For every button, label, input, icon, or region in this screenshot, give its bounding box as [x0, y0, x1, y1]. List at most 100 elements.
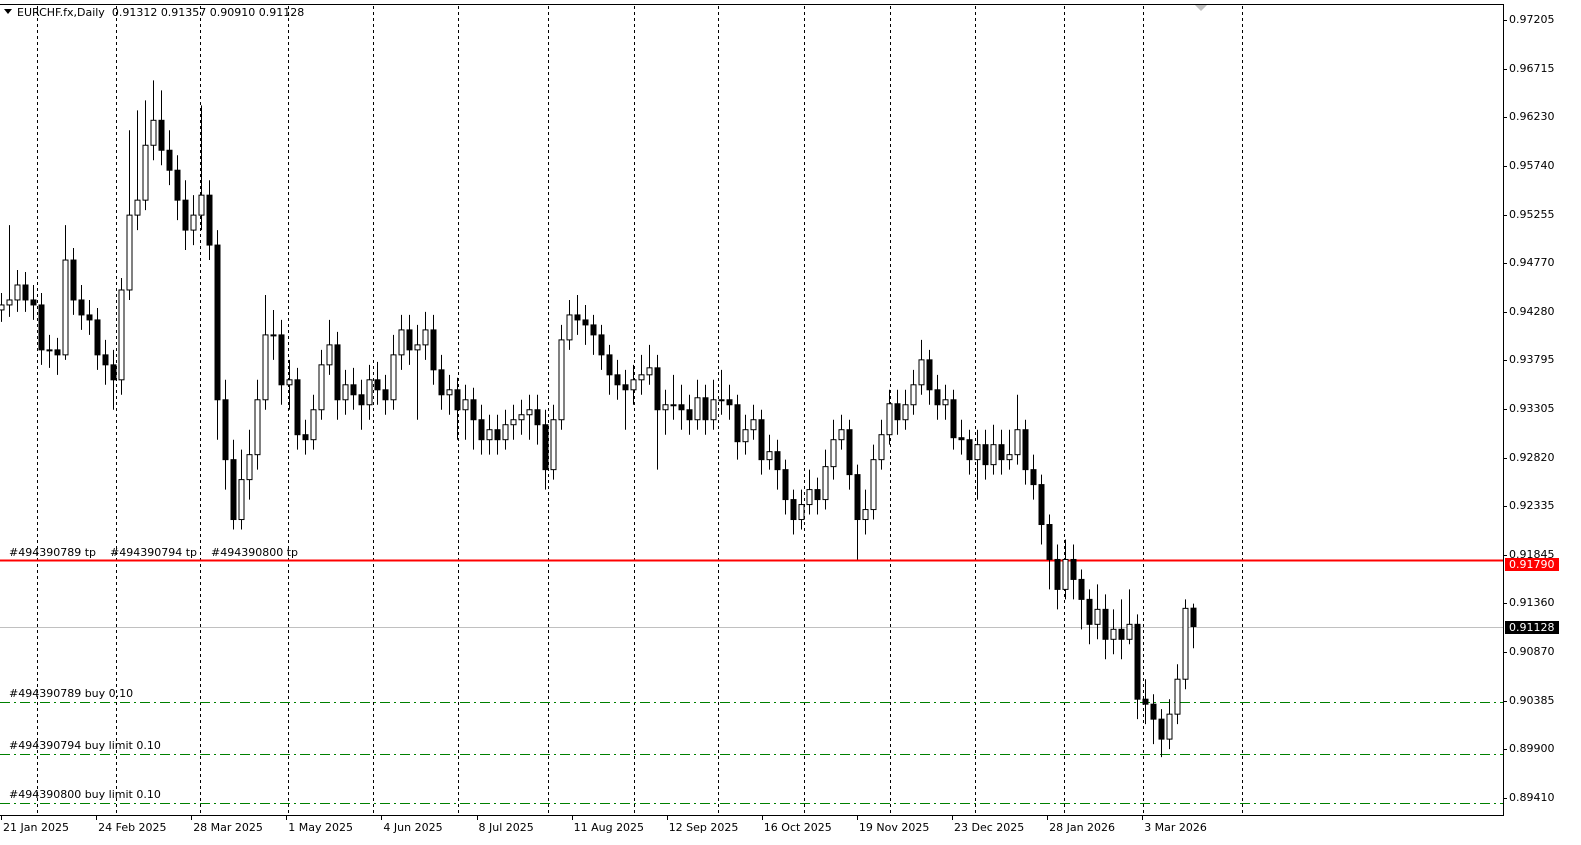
- candle: [46, 334, 53, 368]
- candle-body-bear: [438, 369, 445, 396]
- candle: [1150, 694, 1157, 745]
- candle-body-bull: [262, 334, 269, 401]
- pending-order-label: #494390800 buy limit 0.10: [9, 787, 161, 801]
- candle-body-bull: [742, 429, 749, 443]
- candle: [910, 369, 917, 415]
- candle-body-bull: [126, 214, 133, 291]
- candle: [462, 384, 469, 440]
- candle-body-bull: [918, 359, 925, 386]
- candle-body-bear: [478, 419, 485, 441]
- candle: [334, 331, 341, 420]
- candle-body-bear: [1038, 484, 1045, 526]
- candle: [30, 284, 37, 320]
- candle-body-bull: [822, 466, 829, 501]
- candle-body-bear: [686, 409, 693, 421]
- candle-body-bull: [150, 119, 157, 146]
- candle-body-bull: [750, 419, 757, 431]
- candle: [510, 404, 517, 440]
- candle: [1038, 474, 1045, 545]
- candle: [1126, 589, 1133, 645]
- candle-body-bull: [198, 194, 205, 216]
- candle: [446, 374, 453, 415]
- candle: [782, 459, 789, 515]
- candle: [0, 292, 5, 322]
- candle-body-bear: [374, 379, 381, 391]
- candle: [646, 344, 653, 385]
- time-tick-label: 19 Nov 2025: [858, 821, 930, 834]
- candle-body-bull: [0, 304, 5, 311]
- candle: [246, 429, 253, 500]
- candle: [158, 90, 165, 166]
- candle-body-bull: [518, 414, 525, 421]
- candle: [342, 369, 349, 415]
- time-tick-label: 23 Dec 2025: [954, 821, 1025, 834]
- price-tick-label: 0.94770: [1509, 256, 1555, 270]
- candle: [966, 429, 973, 475]
- dropdown-triangle-icon[interactable]: [4, 9, 12, 14]
- candle-body-bear: [110, 364, 117, 381]
- candle-body-bull: [342, 384, 349, 401]
- candle: [422, 311, 429, 360]
- candle: [1102, 594, 1109, 660]
- candle: [894, 389, 901, 435]
- candle-body-bull: [286, 379, 293, 386]
- candle: [574, 294, 581, 335]
- candle-body-bull: [1094, 608, 1101, 625]
- candle: [262, 294, 269, 410]
- current-price-tag: 0.91128: [1505, 620, 1559, 634]
- candle: [470, 387, 477, 450]
- candle-body-bear: [982, 444, 989, 466]
- candle-body-bear: [782, 469, 789, 501]
- candle-body-bull: [1126, 623, 1133, 640]
- candle: [774, 439, 781, 490]
- candle-body-bear: [30, 299, 37, 306]
- candle-body-bear: [966, 439, 973, 461]
- price-tick-label: 0.90385: [1509, 693, 1555, 707]
- candle: [478, 404, 485, 455]
- order-lines: [0, 559, 1503, 804]
- candle-body-bear: [702, 397, 709, 421]
- price-tick-label: 0.91360: [1509, 596, 1555, 610]
- candle: [190, 195, 197, 246]
- candle: [958, 419, 965, 455]
- candle: [14, 270, 21, 312]
- candle: [998, 429, 1005, 475]
- candle: [950, 389, 957, 450]
- candle-body-bear: [774, 451, 781, 471]
- candle-body-bear: [406, 329, 413, 351]
- candle-body-bear: [1142, 698, 1149, 705]
- candle: [22, 272, 29, 312]
- candle: [742, 414, 749, 455]
- candle: [526, 394, 533, 440]
- candle-body-bull: [134, 199, 141, 216]
- candle: [198, 105, 205, 231]
- price-tick-label: 0.90870: [1509, 645, 1555, 659]
- candle: [758, 409, 765, 475]
- candle: [878, 419, 885, 470]
- candle: [86, 299, 93, 335]
- time-tick-label: 8 Jul 2025: [478, 821, 534, 834]
- candle-body-bull: [310, 409, 317, 441]
- candle-body-bull: [862, 509, 869, 521]
- candle-body-bull: [462, 399, 469, 411]
- tp-labels: #494390789 tp #494390794 tp #494390800 tp: [9, 546, 298, 559]
- chart-shift-marker-icon[interactable]: [1195, 5, 1207, 11]
- candle: [502, 409, 509, 450]
- candle-body-bull: [710, 399, 717, 421]
- candle-body-bull: [446, 389, 453, 396]
- ohlc-values: 0.91312 0.91357 0.90910 0.91128: [111, 6, 305, 19]
- candle: [598, 324, 605, 370]
- candle: [806, 469, 813, 515]
- candle: [318, 349, 325, 420]
- candle: [398, 314, 405, 370]
- candle: [70, 248, 77, 315]
- candle-body-bull: [6, 299, 13, 306]
- candle-body-bear: [1022, 429, 1029, 471]
- candle-body-bear: [222, 399, 229, 461]
- time-tick-label: 21 Jan 2025: [3, 821, 69, 834]
- price-tick-label: 0.96230: [1509, 110, 1555, 124]
- time-tick-label: 28 Mar 2025: [193, 821, 263, 834]
- candle-body-bear: [1078, 578, 1085, 600]
- candle-body-bear: [758, 419, 765, 461]
